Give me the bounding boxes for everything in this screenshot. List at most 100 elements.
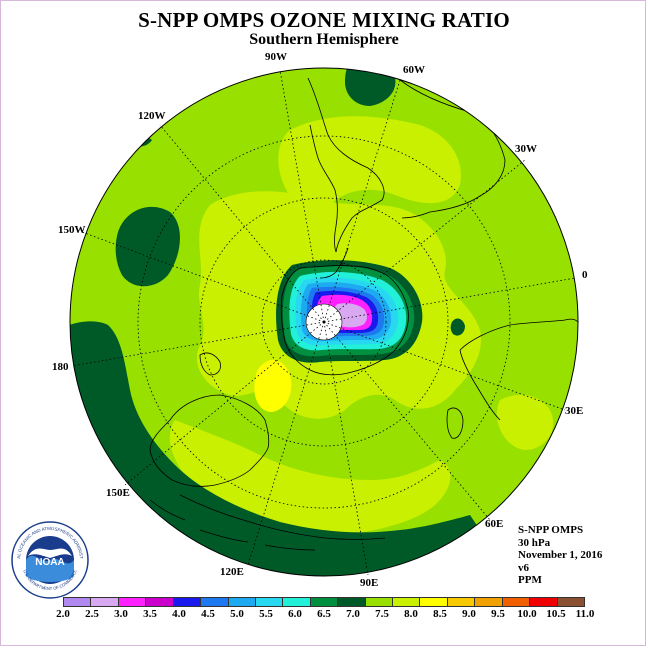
lon-label-180: 180 bbox=[52, 361, 69, 373]
colorbar-tick-label: 3.5 bbox=[143, 608, 157, 620]
colorbar-segment bbox=[475, 598, 503, 606]
field-7-0-east bbox=[450, 318, 465, 336]
colorbar-tick-label: 11.0 bbox=[575, 608, 595, 620]
colorbar-segment bbox=[420, 598, 448, 606]
colorbar-segment bbox=[255, 598, 284, 606]
meridian-90w bbox=[279, 69, 325, 323]
colorbar-tick-label: 9.0 bbox=[462, 608, 476, 620]
longitude-labels: 90W 60W 30W 0 30E 60E 90E 120E 150E 180 … bbox=[52, 51, 588, 589]
colorbar-segment bbox=[201, 598, 229, 606]
latitude-circle-70s bbox=[261, 259, 387, 385]
meridian-30e bbox=[323, 321, 566, 411]
info-units: PPM bbox=[518, 574, 542, 586]
lon-label-150e: 150E bbox=[106, 487, 130, 499]
lon-label-90e: 90E bbox=[360, 577, 378, 589]
lon-label-120e: 120E bbox=[220, 566, 244, 578]
colorbar-tick-label: 9.5 bbox=[491, 608, 505, 620]
graticule bbox=[71, 69, 576, 576]
lon-label-150w: 150W bbox=[58, 224, 86, 236]
ozone-field bbox=[70, 68, 578, 576]
colorbar-tick-label: 6.0 bbox=[288, 608, 302, 620]
colorbar-tick-label: 5.5 bbox=[259, 608, 273, 620]
colorbar-tick-label: 8.0 bbox=[404, 608, 418, 620]
colorbar-segment bbox=[64, 598, 92, 606]
lon-label-60e: 60E bbox=[485, 518, 503, 530]
map-title: S-NPP OMPS OZONE MIXING RATIO bbox=[138, 8, 510, 32]
colorbar-segment bbox=[146, 598, 174, 606]
lon-label-120w: 120W bbox=[138, 110, 166, 122]
indonesia-islands bbox=[149, 499, 316, 551]
colorbar bbox=[63, 597, 585, 607]
africa-coast bbox=[459, 318, 578, 421]
noaa-logo: NOAA NATIONAL OCEANIC AND ATMOSPHERIC AD… bbox=[10, 520, 89, 599]
info-date: November 1, 2016 bbox=[518, 549, 603, 561]
colorbar-segment bbox=[310, 598, 339, 606]
colorbar-segment bbox=[91, 598, 119, 606]
asia-coast-south bbox=[179, 494, 386, 540]
latitude-circle-30s bbox=[137, 135, 511, 509]
colorbar-segment bbox=[502, 598, 531, 606]
lon-label-60w: 60W bbox=[403, 64, 425, 76]
lon-label-0: 0 bbox=[582, 269, 588, 281]
info-instrument: S-NPP OMPS bbox=[518, 524, 584, 536]
latitude-circle-50s bbox=[199, 197, 449, 447]
lon-label-30e: 30E bbox=[565, 405, 583, 417]
colorbar-segment bbox=[228, 598, 256, 606]
meridian-30w bbox=[323, 159, 526, 323]
colorbar-segment bbox=[338, 598, 366, 606]
meridian-150w bbox=[81, 231, 325, 323]
colorbar-tick-label: 10.0 bbox=[517, 608, 537, 620]
colorbar-tick-label: 7.0 bbox=[346, 608, 360, 620]
colorbar-tick-label: 4.0 bbox=[172, 608, 186, 620]
field-8-0-east bbox=[496, 394, 554, 450]
new-zealand bbox=[199, 352, 221, 376]
meridian-180 bbox=[71, 321, 325, 367]
colorbar-tick-label: 7.5 bbox=[375, 608, 389, 620]
field-8-0-north bbox=[278, 116, 461, 209]
antarctica-coast bbox=[280, 265, 409, 376]
field-8-0-south bbox=[169, 420, 451, 535]
map-border bbox=[69, 67, 579, 577]
south-america-east-coast bbox=[399, 79, 506, 219]
colorbar-segment bbox=[365, 598, 394, 606]
south-pole-marker bbox=[322, 320, 326, 324]
south-america-coast bbox=[307, 77, 385, 253]
colorbar-segment bbox=[447, 598, 476, 606]
field-7-0-rim bbox=[70, 321, 500, 576]
lon-label-30w: 30W bbox=[515, 143, 537, 155]
colorbar-segment bbox=[283, 598, 311, 606]
meridian-60e bbox=[323, 321, 491, 521]
info-pressure: 30 hPa bbox=[518, 536, 551, 549]
australia-coast bbox=[149, 394, 270, 487]
colorbar-tick-label: 5.0 bbox=[230, 608, 244, 620]
antarctic-peninsula bbox=[319, 247, 349, 279]
info-block: S-NPP OMPS 30 hPa November 1, 2016 v6 PP… bbox=[518, 524, 602, 587]
lon-label-90w: 90W bbox=[265, 51, 287, 63]
meridian-90e bbox=[323, 321, 369, 576]
map-subtitle: Southern Hemisphere bbox=[249, 31, 399, 48]
coastlines bbox=[149, 77, 578, 551]
meridian-0 bbox=[323, 277, 576, 323]
logo-bird bbox=[28, 548, 72, 558]
logo-text: NOAA bbox=[35, 557, 64, 568]
colorbar-segment bbox=[118, 598, 147, 606]
colorbar-labels: 2.0 2.5 3.0 3.5 4.0 4.5 5.0 5.5 6.0 6.5 7.0 7.5 8.0 8… bbox=[56, 608, 594, 622]
field-8-5 bbox=[254, 359, 292, 412]
madagascar bbox=[446, 407, 464, 439]
field-7-0-nw bbox=[115, 206, 180, 287]
colorbar-tick-label: 2.5 bbox=[85, 608, 99, 620]
colorbar-segment bbox=[530, 598, 558, 606]
meridian-120w bbox=[159, 124, 325, 323]
info-version: v6 bbox=[518, 561, 529, 574]
logo-wave bbox=[26, 555, 74, 582]
colorbar-tick-label: 8.5 bbox=[433, 608, 447, 620]
colorbar-segment bbox=[393, 598, 421, 606]
colorbar-tick-label: 10.5 bbox=[546, 608, 566, 620]
meridian-120e bbox=[247, 321, 325, 566]
colorbar-tick-label: 2.0 bbox=[56, 608, 70, 620]
colorbar-segment bbox=[557, 598, 585, 606]
colorbar-tick-label: 6.5 bbox=[317, 608, 331, 620]
meridian-150e bbox=[124, 321, 325, 486]
